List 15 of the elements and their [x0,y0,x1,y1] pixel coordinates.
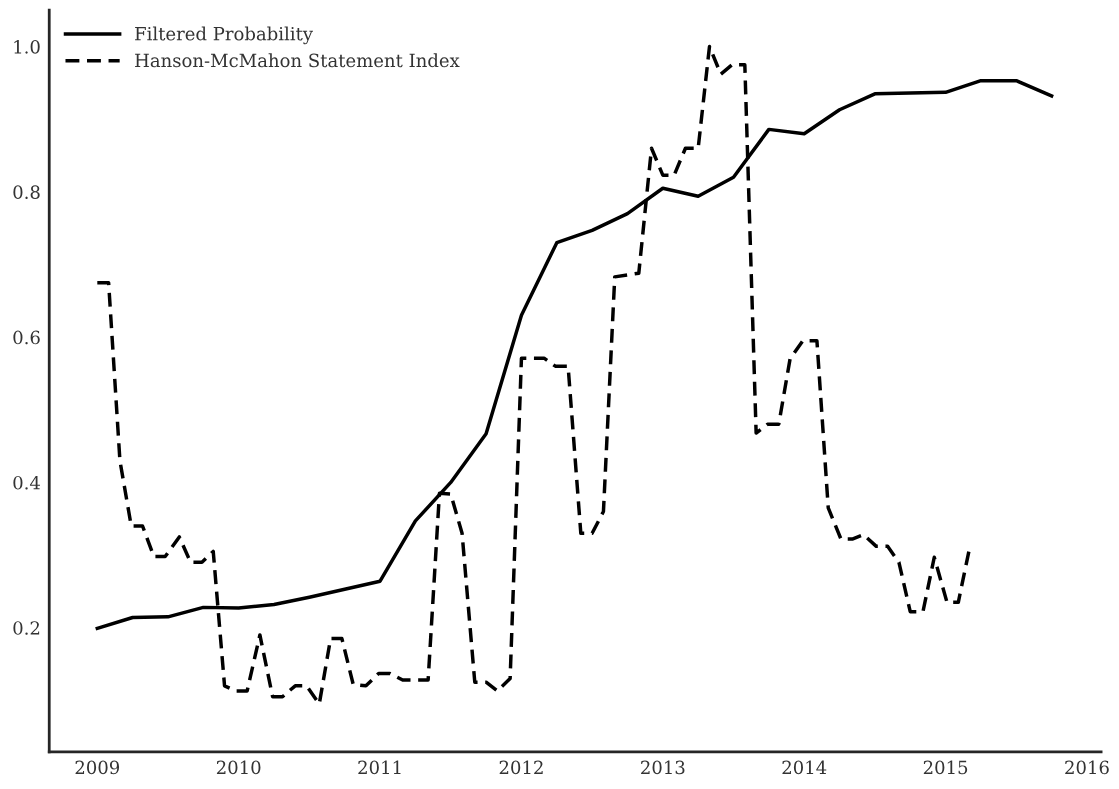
x-tick-label: 2013 [641,760,685,775]
y-tick-label: 0.8 [13,185,40,199]
legend-label: Filtered Probability [135,26,313,45]
y-tick-label: 0.2 [13,621,40,635]
legend-label: Hanson-McMahon Statement Index [135,53,460,68]
x-tick-label: 2014 [782,760,827,775]
x-tick-label: 2016 [1065,760,1109,775]
x-tick-label: 2009 [75,760,120,775]
y-tick-label: 0.6 [13,330,40,345]
y-tick-label: 1.0 [14,40,40,54]
x-tick-label: 2015 [923,760,968,775]
y-tick-label: 0.4 [13,475,40,490]
x-tick-label: 2012 [499,760,543,775]
x-tick-label: 2010 [216,760,261,775]
x-tick-label: 2011 [358,760,401,775]
